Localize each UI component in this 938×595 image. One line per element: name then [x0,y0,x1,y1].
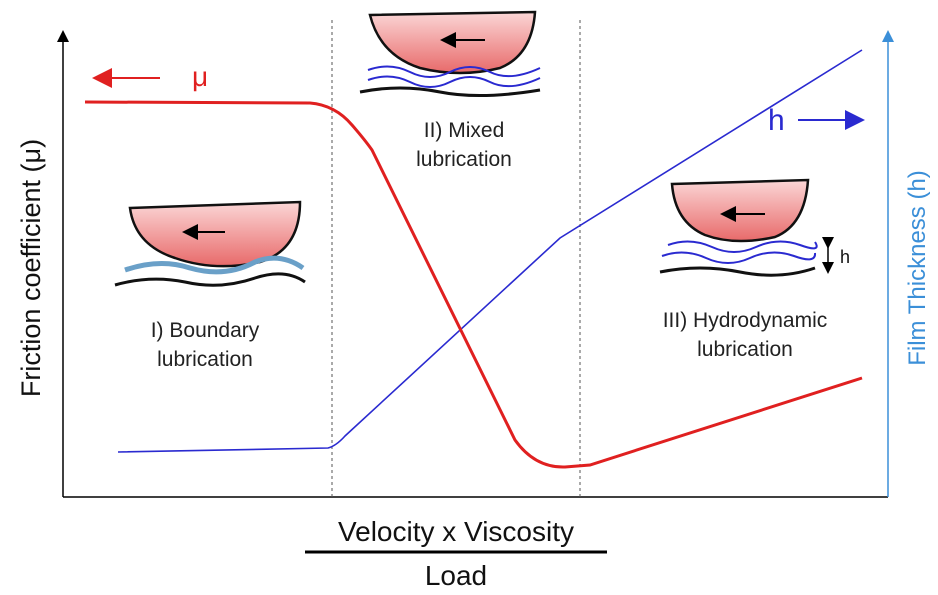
regime-label: I) Boundary [151,319,260,342]
regime-label: II) Mixed [424,119,505,142]
friction-label: μ [192,61,208,92]
boundary-inset [114,200,306,287]
film-label: h [768,104,785,137]
regime-label: lubrication [157,348,253,371]
friction-curve [84,100,863,469]
hydrodynamic-inset [659,178,834,277]
regime-label: lubrication [697,338,793,361]
regime-label: III) Hydrodynamic [663,309,828,332]
mixed-inset [359,10,541,98]
y-axis-label: Friction coefficient (μ) [16,139,46,397]
regime-label: lubrication [416,148,512,171]
y2-axis-label: Film Thickness (h) [904,170,931,366]
x-axis-label: Velocity x Viscosity [338,516,574,547]
inset-label: h [840,247,850,267]
film-thickness-curve [117,49,863,453]
x-axis-label: Load [425,560,487,590]
